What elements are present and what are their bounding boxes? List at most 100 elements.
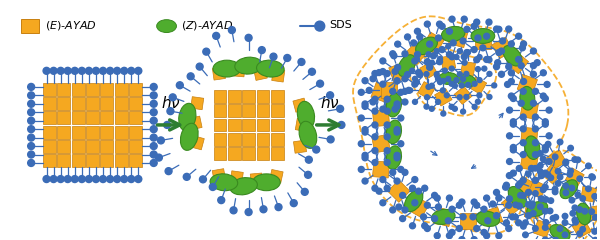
Circle shape: [436, 35, 442, 41]
FancyBboxPatch shape: [293, 98, 307, 112]
Circle shape: [424, 202, 430, 208]
Ellipse shape: [253, 174, 280, 191]
Circle shape: [492, 83, 497, 88]
Circle shape: [449, 104, 454, 109]
Circle shape: [475, 35, 481, 41]
Circle shape: [459, 237, 465, 240]
Circle shape: [495, 60, 500, 66]
Circle shape: [555, 168, 561, 174]
Circle shape: [338, 121, 345, 128]
Circle shape: [372, 71, 378, 77]
Circle shape: [57, 176, 64, 182]
Circle shape: [398, 89, 404, 95]
Circle shape: [454, 78, 459, 83]
Circle shape: [259, 47, 265, 54]
Circle shape: [421, 214, 427, 220]
Circle shape: [511, 144, 516, 150]
Circle shape: [475, 67, 481, 72]
Circle shape: [430, 60, 434, 65]
FancyBboxPatch shape: [581, 186, 596, 202]
Circle shape: [260, 206, 267, 213]
Circle shape: [394, 152, 400, 158]
Circle shape: [480, 45, 486, 51]
FancyBboxPatch shape: [254, 67, 268, 80]
Circle shape: [400, 216, 406, 222]
Circle shape: [532, 140, 538, 146]
Circle shape: [362, 101, 368, 107]
FancyBboxPatch shape: [403, 45, 425, 67]
Circle shape: [474, 57, 480, 63]
Circle shape: [457, 95, 462, 100]
Circle shape: [430, 106, 434, 111]
Circle shape: [358, 167, 364, 172]
Circle shape: [530, 71, 536, 77]
Circle shape: [416, 70, 422, 76]
Circle shape: [50, 67, 57, 74]
Circle shape: [450, 40, 456, 46]
Circle shape: [229, 27, 235, 34]
FancyBboxPatch shape: [43, 154, 56, 167]
Circle shape: [541, 187, 546, 192]
FancyBboxPatch shape: [572, 219, 591, 238]
Circle shape: [457, 72, 462, 77]
Circle shape: [577, 207, 583, 212]
FancyBboxPatch shape: [502, 193, 524, 215]
Circle shape: [150, 100, 157, 107]
Circle shape: [128, 67, 135, 74]
Circle shape: [481, 229, 487, 235]
Circle shape: [515, 33, 521, 39]
Circle shape: [135, 176, 142, 182]
Circle shape: [508, 78, 514, 84]
Circle shape: [532, 177, 538, 183]
Circle shape: [43, 67, 50, 74]
FancyBboxPatch shape: [389, 62, 409, 83]
FancyBboxPatch shape: [441, 55, 456, 70]
FancyBboxPatch shape: [461, 61, 475, 76]
Circle shape: [466, 82, 470, 87]
Circle shape: [530, 210, 536, 216]
FancyBboxPatch shape: [43, 97, 56, 110]
Text: $h\nu$: $h\nu$: [161, 95, 181, 111]
Ellipse shape: [179, 103, 196, 131]
Circle shape: [384, 185, 390, 191]
Circle shape: [313, 146, 320, 153]
FancyBboxPatch shape: [129, 140, 142, 153]
FancyBboxPatch shape: [271, 119, 284, 131]
FancyBboxPatch shape: [520, 152, 538, 171]
FancyBboxPatch shape: [58, 83, 70, 96]
Circle shape: [415, 28, 421, 34]
FancyBboxPatch shape: [584, 206, 599, 222]
Circle shape: [449, 54, 455, 60]
Circle shape: [589, 174, 595, 179]
Ellipse shape: [442, 26, 465, 42]
Ellipse shape: [520, 86, 535, 110]
Circle shape: [503, 182, 509, 188]
Circle shape: [404, 72, 410, 78]
Circle shape: [471, 237, 477, 240]
Circle shape: [326, 92, 334, 99]
FancyBboxPatch shape: [372, 135, 390, 153]
Circle shape: [506, 226, 512, 231]
Circle shape: [164, 121, 170, 128]
Circle shape: [150, 84, 157, 90]
FancyBboxPatch shape: [520, 101, 538, 119]
Circle shape: [390, 88, 395, 94]
Circle shape: [449, 66, 454, 71]
Circle shape: [470, 214, 476, 220]
Circle shape: [542, 225, 548, 230]
Circle shape: [474, 226, 480, 231]
FancyBboxPatch shape: [271, 90, 284, 103]
FancyBboxPatch shape: [214, 147, 226, 160]
Circle shape: [484, 56, 490, 62]
Circle shape: [394, 103, 400, 109]
Circle shape: [50, 176, 57, 182]
Circle shape: [542, 237, 548, 240]
Circle shape: [446, 28, 452, 34]
Circle shape: [410, 223, 415, 229]
Circle shape: [526, 171, 531, 177]
Circle shape: [506, 26, 512, 32]
Text: SDS: SDS: [329, 20, 352, 30]
Circle shape: [301, 188, 308, 195]
Circle shape: [199, 176, 206, 183]
FancyBboxPatch shape: [232, 64, 245, 77]
